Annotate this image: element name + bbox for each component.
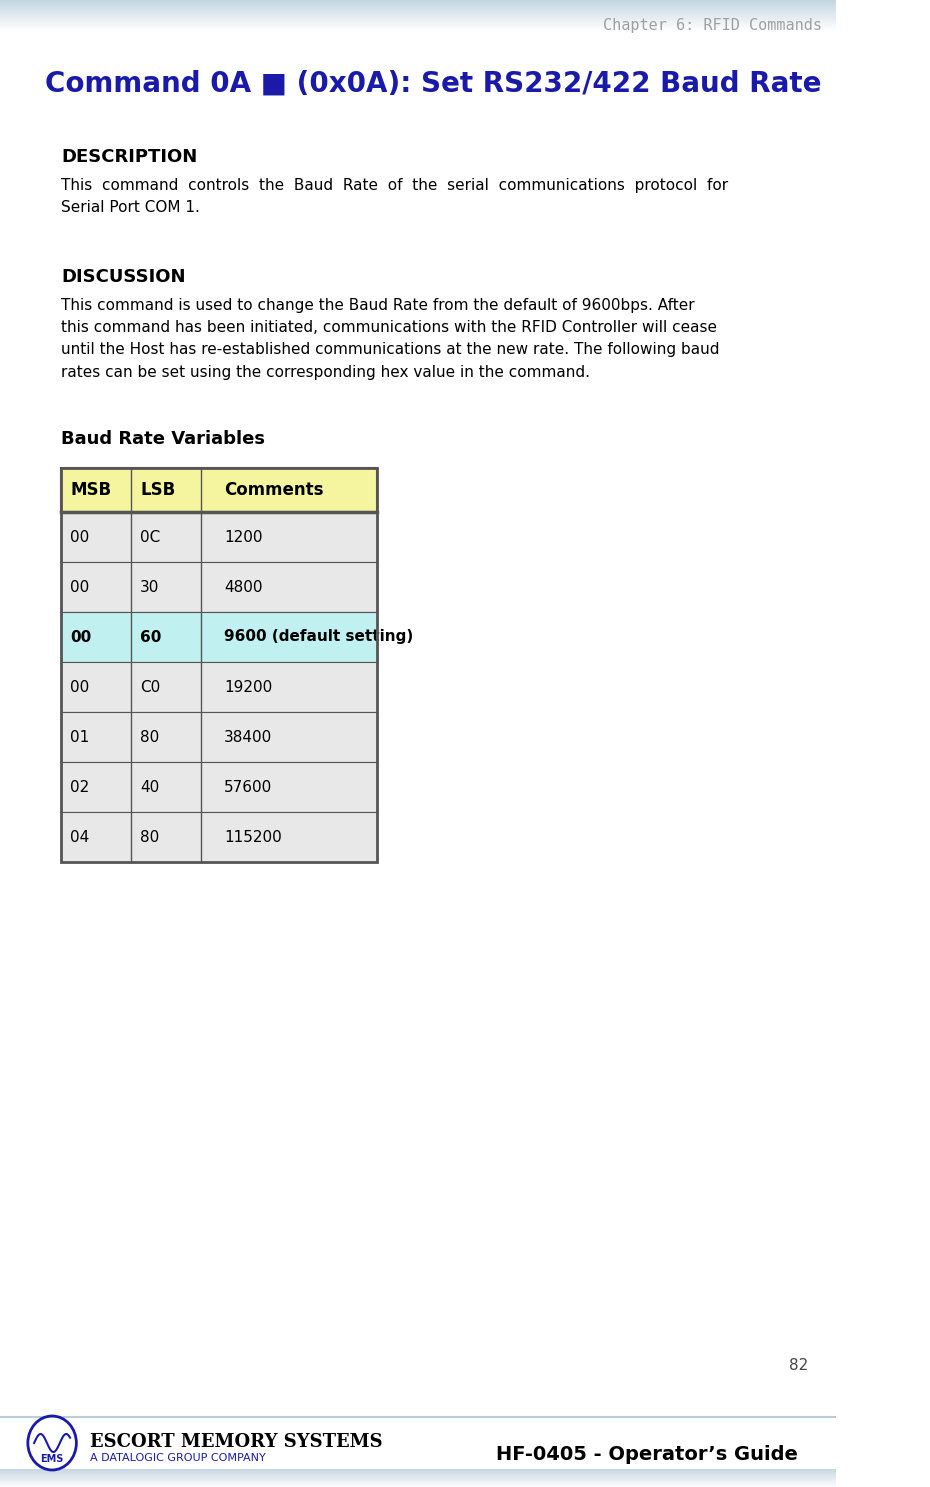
Bar: [61, 468, 378, 512]
Text: 4800: 4800: [224, 580, 262, 595]
Text: 00: 00: [70, 580, 89, 595]
Text: 04: 04: [70, 830, 89, 845]
Text: 80: 80: [140, 730, 160, 745]
Text: Chapter 6: RFID Commands: Chapter 6: RFID Commands: [603, 18, 822, 33]
Text: Comments: Comments: [224, 480, 324, 500]
Text: 38400: 38400: [224, 730, 272, 745]
Bar: [61, 613, 378, 662]
Text: 02: 02: [70, 779, 89, 794]
Text: 00: 00: [70, 680, 89, 694]
Bar: [61, 812, 378, 862]
Text: 80: 80: [140, 830, 160, 845]
Text: 9600 (default setting): 9600 (default setting): [224, 629, 413, 644]
Text: 00: 00: [70, 529, 89, 544]
Text: DESCRIPTION: DESCRIPTION: [61, 149, 197, 167]
Text: HF-0405 - Operator’s Guide: HF-0405 - Operator’s Guide: [496, 1445, 798, 1465]
Text: Baud Rate Variables: Baud Rate Variables: [61, 430, 265, 448]
Text: MSB: MSB: [70, 480, 112, 500]
Text: 57600: 57600: [224, 779, 272, 794]
Text: 82: 82: [790, 1358, 808, 1373]
Text: LSB: LSB: [140, 480, 176, 500]
Bar: [61, 761, 378, 812]
Bar: [61, 468, 378, 862]
Text: 00: 00: [70, 629, 91, 644]
Bar: [61, 662, 378, 712]
Text: 115200: 115200: [224, 830, 282, 845]
Bar: [61, 562, 378, 613]
Text: 60: 60: [140, 629, 162, 644]
Text: 0C: 0C: [140, 529, 161, 544]
Text: 19200: 19200: [224, 680, 272, 694]
Text: C0: C0: [140, 680, 161, 694]
Text: A DATALOGIC GROUP COMPANY: A DATALOGIC GROUP COMPANY: [90, 1453, 266, 1463]
Text: This  command  controls  the  Baud  Rate  of  the  serial  communications  proto: This command controls the Baud Rate of t…: [61, 178, 728, 216]
Text: Command 0A ■ (0x0A): Set RS232/422 Baud Rate: Command 0A ■ (0x0A): Set RS232/422 Baud …: [45, 70, 821, 98]
Text: DISCUSSION: DISCUSSION: [61, 268, 186, 286]
Text: 40: 40: [140, 779, 160, 794]
Bar: [61, 512, 378, 562]
Text: EMS: EMS: [40, 1454, 64, 1465]
Text: This command is used to change the Baud Rate from the default of 9600bps. After
: This command is used to change the Baud …: [61, 297, 720, 379]
Text: ESCORT MEMORY SYSTEMS: ESCORT MEMORY SYSTEMS: [90, 1433, 382, 1451]
Text: 30: 30: [140, 580, 160, 595]
Text: 1200: 1200: [224, 529, 262, 544]
Bar: [61, 712, 378, 761]
Text: 01: 01: [70, 730, 89, 745]
